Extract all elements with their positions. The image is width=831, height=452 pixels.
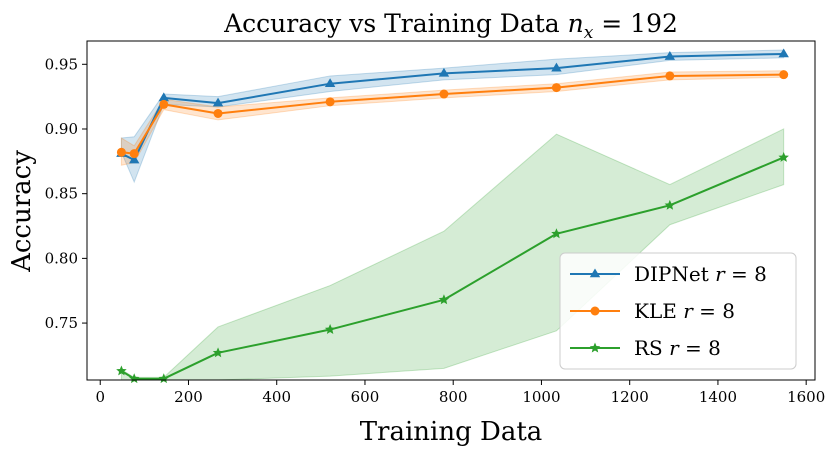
legend-marker-dipnet — [589, 268, 601, 278]
chart-title-math-sub: x — [584, 23, 594, 43]
x-tick-label: 1400 — [699, 388, 737, 406]
kle-point — [213, 108, 223, 118]
y-tick-label: 0.95 — [45, 55, 78, 73]
legend-series-rest: = 8 — [725, 262, 767, 286]
kle-point — [325, 97, 335, 107]
dipnet-point — [158, 92, 169, 102]
kle-point — [439, 89, 449, 99]
legend-item-dipnet: DIPNet r = 8 — [570, 262, 767, 286]
x-tick-label: 400 — [262, 388, 291, 406]
y-tick-label: 0.75 — [45, 314, 78, 332]
rs-point — [778, 151, 789, 162]
kle-confidence-band — [120, 70, 785, 166]
legend-series-name: RS — [634, 336, 669, 360]
rs-point — [664, 199, 676, 210]
legend-series-name: KLE — [634, 299, 683, 323]
dipnet-point — [664, 51, 676, 60]
legend-series-name: DIPNet — [634, 262, 715, 286]
kle-point — [551, 83, 561, 93]
rs-point — [438, 294, 450, 305]
chart-title-math: n — [568, 9, 584, 38]
y-axis-ticks: 0.75 0.80 0.85 0.90 0.95 — [45, 55, 87, 332]
legend-box — [559, 252, 797, 370]
kle-point — [116, 147, 126, 157]
chart-title-text: Accuracy vs Training Data — [223, 9, 560, 38]
x-tick-label: 1600 — [787, 388, 825, 406]
rs-point — [128, 373, 140, 384]
kle-point — [779, 70, 789, 80]
legend-marker-kle — [590, 306, 600, 316]
y-tick-label: 0.80 — [45, 249, 78, 267]
legend-series-rest: = 8 — [679, 336, 721, 360]
y-tick-label: 0.85 — [45, 185, 78, 203]
plot-frame — [86, 40, 816, 381]
dipnet-point — [778, 48, 789, 58]
x-axis-title: Training Data — [360, 417, 543, 447]
rs-confidence-band — [120, 128, 785, 380]
x-axis-ticks: 0 200 400 600 800 1000 1200 1400 1600 — [95, 380, 825, 406]
kle-point — [665, 71, 675, 81]
x-tick-label: 600 — [351, 388, 380, 406]
rs-point — [116, 365, 127, 376]
legend-series-math: r — [683, 299, 694, 323]
x-tick-label: 0 — [95, 388, 105, 406]
kle-point — [129, 149, 139, 159]
legend-series-math: r — [669, 336, 680, 360]
legend-label-kle: KLE r = 8 — [634, 299, 735, 323]
chart-title-math-rest: = 192 — [593, 9, 678, 38]
rs-point — [158, 373, 169, 384]
legend-series-rest: = 8 — [693, 299, 735, 323]
rs-point — [324, 324, 336, 334]
kle-point — [159, 99, 169, 109]
dipnet-point — [551, 62, 562, 72]
legend-marker-rs — [589, 342, 601, 353]
legend-item-kle: KLE r = 8 — [570, 299, 735, 323]
y-axis-title: Accuracy — [7, 150, 37, 273]
dipnet-point — [128, 154, 140, 164]
x-tick-label: 1000 — [522, 388, 560, 406]
dipnet-point — [438, 67, 450, 77]
legend-label-rs: RS r = 8 — [634, 336, 721, 360]
rs-point — [551, 228, 562, 239]
x-tick-label: 200 — [174, 388, 203, 406]
rs-point — [212, 347, 224, 358]
dipnet-point — [324, 78, 336, 87]
dipnet-point — [212, 97, 224, 107]
y-tick-label: 0.90 — [45, 120, 78, 138]
chart-title: Accuracy vs Training Data nx = 192 — [223, 9, 678, 43]
legend-label-dipnet: DIPNet r = 8 — [634, 262, 767, 286]
legend-item-rs: RS r = 8 — [570, 336, 721, 360]
legend-series-math: r — [715, 262, 726, 286]
x-tick-label: 800 — [439, 388, 468, 406]
x-tick-label: 1200 — [611, 388, 649, 406]
series-markers — [116, 48, 789, 384]
